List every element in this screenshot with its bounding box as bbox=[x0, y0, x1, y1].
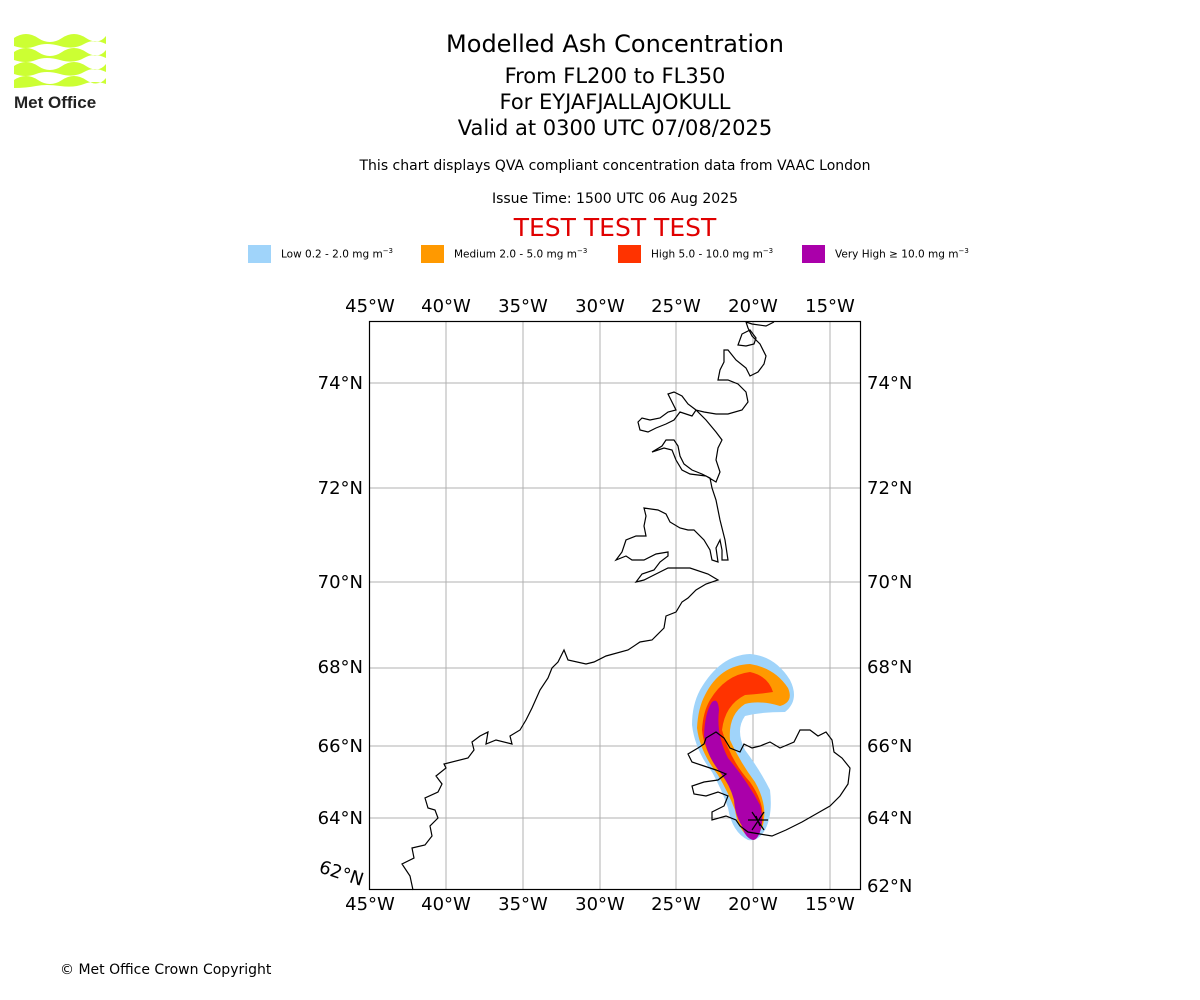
lon-tick-top-15w: 15°W bbox=[805, 296, 855, 317]
lat-tick-right-66n: 66°N bbox=[867, 736, 912, 757]
legend-label-high: High 5.0 - 10.0 mg m−3 bbox=[651, 247, 774, 261]
legend-swatch-medium bbox=[421, 245, 444, 263]
disclaimer-text: This chart displays QVA compliant concen… bbox=[359, 158, 871, 174]
lon-tick-top-20w: 20°W bbox=[728, 296, 778, 317]
lon-ticks-bottom: 45°W 40°W 35°W 30°W 25°W 20°W 15°W bbox=[345, 894, 855, 915]
legend-label-low: Low 0.2 - 2.0 mg m−3 bbox=[281, 247, 394, 261]
legend-item-high: High 5.0 - 10.0 mg m−3 bbox=[618, 244, 773, 264]
volcano-marker bbox=[748, 811, 768, 831]
lon-ticks-top: 45°W 40°W 35°W 30°W 25°W 20°W 15°W bbox=[345, 296, 855, 317]
coastlines bbox=[401, 321, 851, 891]
legend-swatch-high bbox=[618, 245, 641, 263]
lat-tick-left-74n: 74°N bbox=[318, 373, 363, 394]
lat-tick-right-70n: 70°N bbox=[867, 572, 912, 593]
lon-tick-bottom-20w: 20°W bbox=[728, 894, 778, 915]
greenland-island bbox=[737, 329, 757, 347]
test-banner: TEST TEST TEST bbox=[513, 213, 717, 242]
lon-tick-bottom-25w: 25°W bbox=[651, 894, 701, 915]
svg-text:Met Office: Met Office bbox=[14, 93, 96, 112]
legend-label-medium: Medium 2.0 - 5.0 mg m−3 bbox=[454, 247, 588, 261]
lat-tick-left-70n: 70°N bbox=[318, 572, 363, 593]
lat-ticks-right: 74°N 72°N 70°N 68°N 66°N 64°N 62°N bbox=[867, 373, 912, 897]
lon-tick-top-35w: 35°W bbox=[498, 296, 548, 317]
chart-title: Modelled Ash Concentration bbox=[446, 30, 784, 58]
legend-item-medium: Medium 2.0 - 5.0 mg m−3 bbox=[421, 244, 587, 264]
lat-tick-left-66n: 66°N bbox=[318, 736, 363, 757]
legend-label-very-high: Very High ≥ 10.0 mg m−3 bbox=[835, 247, 969, 261]
lat-tick-right-64n: 64°N bbox=[867, 808, 912, 829]
lon-tick-bottom-35w: 35°W bbox=[498, 894, 548, 915]
legend-item-low: Low 0.2 - 2.0 mg m−3 bbox=[248, 244, 393, 264]
lon-tick-top-40w: 40°W bbox=[421, 296, 471, 317]
lat-tick-right-68n: 68°N bbox=[867, 657, 912, 678]
lon-tick-bottom-40w: 40°W bbox=[421, 894, 471, 915]
met-office-logo: Met Office bbox=[14, 30, 110, 114]
lat-ticks-left: 74°N 72°N 70°N 68°N 66°N 64°N 62°N bbox=[316, 373, 366, 891]
valid-time: Valid at 0300 UTC 07/08/2025 bbox=[457, 116, 773, 140]
ash-very-high-area bbox=[704, 700, 762, 840]
legend-item-very-high: Very High ≥ 10.0 mg m−3 bbox=[802, 244, 969, 264]
issue-time: Issue Time: 1500 UTC 06 Aug 2025 bbox=[491, 191, 739, 207]
lon-tick-bottom-15w: 15°W bbox=[805, 894, 855, 915]
legend-swatch-low bbox=[248, 245, 271, 263]
lat-tick-right-72n: 72°N bbox=[867, 478, 912, 499]
lat-tick-left-72n: 72°N bbox=[318, 478, 363, 499]
map-frame bbox=[368, 320, 862, 891]
greenland-coast bbox=[401, 321, 775, 891]
lon-tick-top-30w: 30°W bbox=[575, 296, 625, 317]
lat-tick-left-64n: 64°N bbox=[318, 808, 363, 829]
lat-tick-right-74n: 74°N bbox=[867, 373, 912, 394]
flight-level-range: From FL200 to FL350 bbox=[504, 64, 726, 88]
copyright-text: © Met Office Crown Copyright bbox=[60, 962, 272, 978]
lon-tick-top-45w: 45°W bbox=[345, 296, 395, 317]
ash-high-area bbox=[702, 672, 773, 836]
lat-tick-left-68n: 68°N bbox=[318, 657, 363, 678]
lon-tick-bottom-30w: 30°W bbox=[575, 894, 625, 915]
lon-tick-bottom-45w: 45°W bbox=[345, 894, 395, 915]
lon-tick-top-25w: 25°W bbox=[651, 296, 701, 317]
legend-swatch-very-high bbox=[802, 245, 825, 263]
iceland-coast bbox=[687, 729, 851, 837]
lat-tick-right-62n: 62°N bbox=[867, 876, 912, 897]
gridlines bbox=[369, 321, 861, 890]
lat-tick-left-62n: 62°N bbox=[316, 857, 366, 891]
volcano-name: For EYJAFJALLAJOKULL bbox=[499, 90, 731, 114]
